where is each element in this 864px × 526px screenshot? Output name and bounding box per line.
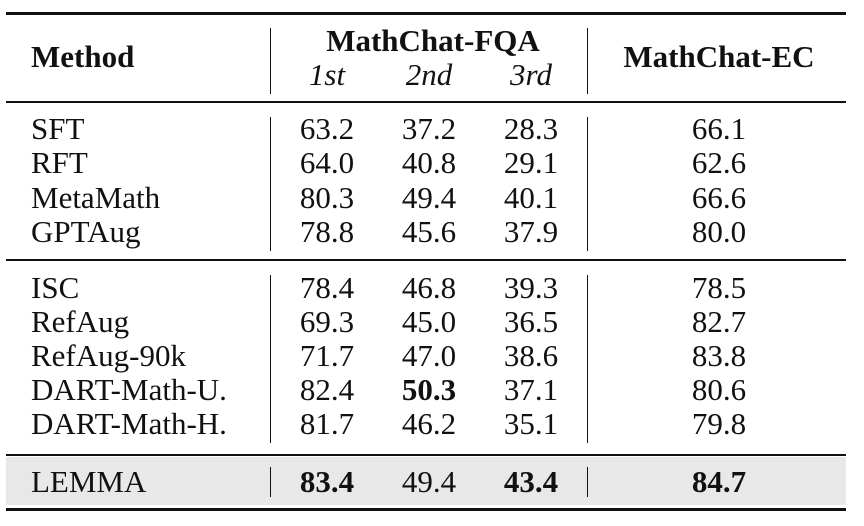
fqa-2nd-cell: 37.2 <box>401 111 457 146</box>
bottom-rule <box>6 508 846 511</box>
ec-cell: 79.8 <box>691 406 747 441</box>
ec-cell: 66.6 <box>691 180 747 215</box>
fqa-1st-cell-best: 83.4 <box>299 464 355 499</box>
fqa-2nd-cell: 40.8 <box>401 145 457 180</box>
ec-cell: 80.6 <box>691 372 747 407</box>
fqa-3rd-cell: 29.1 <box>503 145 559 180</box>
fqa-2nd-cell: 45.0 <box>401 304 457 339</box>
section1-vline-right <box>587 117 589 251</box>
header-sub-3rd: 3rd <box>510 57 552 92</box>
fqa-3rd-cell: 37.9 <box>503 214 559 249</box>
ec-cell: 78.5 <box>691 270 747 305</box>
fqa-2nd-cell: 49.4 <box>401 180 457 215</box>
section2-vline-left <box>270 275 272 443</box>
fqa-1st-cell: 78.8 <box>299 214 355 249</box>
header-vline-right <box>587 28 589 94</box>
section-rule-1 <box>6 259 846 261</box>
section3-vline-left <box>270 467 272 497</box>
fqa-1st-cell: 71.7 <box>299 338 355 373</box>
method-cell: SFT <box>31 111 85 146</box>
header-method: Method <box>31 39 135 74</box>
fqa-1st-cell: 80.3 <box>299 180 355 215</box>
fqa-1st-cell: 63.2 <box>299 111 355 146</box>
fqa-3rd-cell: 36.5 <box>503 304 559 339</box>
fqa-1st-cell: 64.0 <box>299 145 355 180</box>
fqa-1st-cell: 81.7 <box>299 406 355 441</box>
fqa-3rd-cell: 39.3 <box>503 270 559 305</box>
fqa-3rd-cell: 35.1 <box>503 406 559 441</box>
section2-vline-right <box>587 275 589 443</box>
fqa-3rd-cell: 28.3 <box>503 111 559 146</box>
ec-cell: 83.8 <box>691 338 747 373</box>
fqa-3rd-cell: 40.1 <box>503 180 559 215</box>
header-rule <box>6 101 846 103</box>
fqa-2nd-cell-best: 50.3 <box>401 372 457 407</box>
header-vline-left <box>270 28 272 94</box>
fqa-2nd-cell: 46.2 <box>401 406 457 441</box>
fqa-1st-cell: 78.4 <box>299 270 355 305</box>
fqa-3rd-cell: 38.6 <box>503 338 559 373</box>
method-cell: DART-Math-U. <box>31 372 227 407</box>
method-cell: RFT <box>31 145 88 180</box>
fqa-2nd-cell: 46.8 <box>401 270 457 305</box>
ec-cell: 62.6 <box>691 145 747 180</box>
lemma-row-highlight <box>6 457 846 505</box>
ec-cell: 82.7 <box>691 304 747 339</box>
method-cell: GPTAug <box>31 214 141 249</box>
method-cell: DART-Math-H. <box>31 406 227 441</box>
ec-cell: 80.0 <box>691 214 747 249</box>
header-mathchat-ec: MathChat-EC <box>623 39 815 74</box>
section3-vline-right <box>587 467 589 497</box>
method-cell: MetaMath <box>31 180 161 215</box>
section1-vline-left <box>270 117 272 251</box>
method-cell: RefAug <box>31 304 130 339</box>
ec-cell: 66.1 <box>691 111 747 146</box>
top-rule <box>6 12 846 15</box>
method-cell: ISC <box>31 270 80 305</box>
fqa-2nd-cell: 47.0 <box>401 338 457 373</box>
fqa-2nd-cell: 49.4 <box>401 464 457 499</box>
fqa-1st-cell: 69.3 <box>299 304 355 339</box>
method-cell: RefAug-90k <box>31 338 186 373</box>
fqa-2nd-cell: 45.6 <box>401 214 457 249</box>
section-rule-2 <box>6 454 846 456</box>
header-mathchat-fqa: MathChat-FQA <box>326 23 540 58</box>
method-cell: LEMMA <box>31 464 147 499</box>
fqa-1st-cell: 82.4 <box>299 372 355 407</box>
header-sub-1st: 1st <box>308 57 346 92</box>
ec-cell-best: 84.7 <box>691 464 747 499</box>
fqa-3rd-cell-best: 43.4 <box>503 464 559 499</box>
header-sub-2nd: 2nd <box>405 57 453 92</box>
fqa-3rd-cell: 37.1 <box>503 372 559 407</box>
